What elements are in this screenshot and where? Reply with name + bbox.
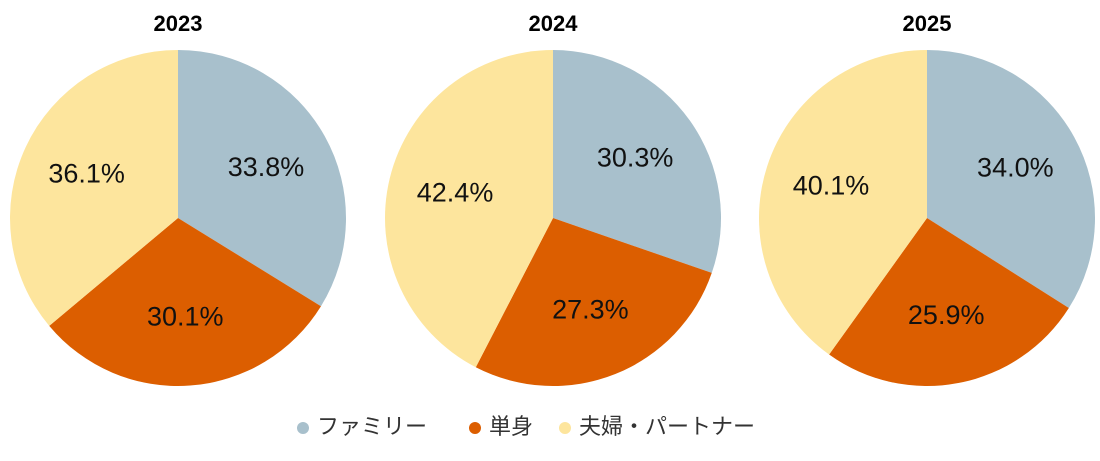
- pie-slice: [475, 218, 712, 386]
- pie-slice: [759, 50, 927, 355]
- slice-label: 30.3%: [597, 143, 674, 173]
- pie-slice: [829, 218, 1069, 387]
- legend-label: ファミリー: [317, 414, 427, 439]
- slice-label: 25.9%: [908, 300, 985, 330]
- slice-label: 27.3%: [552, 295, 629, 325]
- slice-label: 40.1%: [793, 170, 870, 200]
- chart-title: 2023: [154, 11, 203, 36]
- slice-label: 36.1%: [48, 158, 125, 188]
- legend-marker: [297, 422, 309, 434]
- slice-label: 33.8%: [228, 152, 305, 182]
- slice-label: 30.1%: [147, 302, 224, 332]
- legend-marker: [559, 422, 571, 434]
- pie-slice: [9, 50, 178, 326]
- pie-slice: [927, 50, 1095, 309]
- chart-title: 2024: [529, 11, 579, 36]
- slice-label: 42.4%: [417, 177, 494, 207]
- chart-title: 2025: [903, 11, 952, 36]
- slice-label: 34.0%: [977, 153, 1054, 183]
- legend-marker: [469, 422, 481, 434]
- legend-label: 夫婦・パートナー: [579, 414, 755, 439]
- legend-label: 単身: [489, 414, 533, 439]
- pie-slice: [49, 218, 321, 386]
- pie-slice: [553, 50, 721, 273]
- pie-slice: [178, 50, 346, 307]
- pie-slice: [385, 50, 553, 368]
